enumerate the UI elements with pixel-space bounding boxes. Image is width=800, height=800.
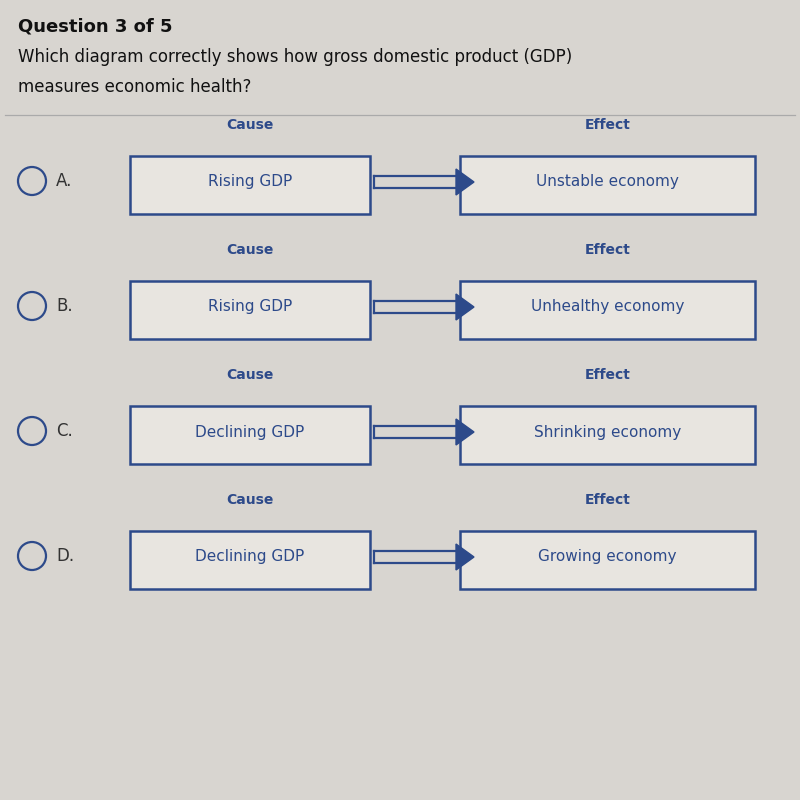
Text: D.: D. <box>56 547 74 565</box>
Text: Cause: Cause <box>226 118 274 132</box>
Text: Unstable economy: Unstable economy <box>536 174 679 190</box>
FancyBboxPatch shape <box>460 406 755 464</box>
Text: Effect: Effect <box>585 493 630 507</box>
Text: Effect: Effect <box>585 368 630 382</box>
Text: Question 3 of 5: Question 3 of 5 <box>18 18 173 36</box>
Text: C.: C. <box>56 422 73 440</box>
Text: Unhealthy economy: Unhealthy economy <box>531 299 684 314</box>
Text: Declining GDP: Declining GDP <box>195 550 305 565</box>
Polygon shape <box>456 294 474 320</box>
Text: Shrinking economy: Shrinking economy <box>534 425 681 439</box>
Text: Cause: Cause <box>226 243 274 257</box>
Text: measures economic health?: measures economic health? <box>18 78 251 96</box>
FancyBboxPatch shape <box>130 281 370 339</box>
Text: Which diagram correctly shows how gross domestic product (GDP): Which diagram correctly shows how gross … <box>18 48 572 66</box>
FancyBboxPatch shape <box>460 531 755 589</box>
FancyBboxPatch shape <box>130 156 370 214</box>
Text: Cause: Cause <box>226 368 274 382</box>
FancyBboxPatch shape <box>130 531 370 589</box>
Polygon shape <box>456 419 474 445</box>
Text: Rising GDP: Rising GDP <box>208 174 292 190</box>
FancyBboxPatch shape <box>460 156 755 214</box>
Polygon shape <box>456 544 474 570</box>
Text: A.: A. <box>56 172 72 190</box>
FancyBboxPatch shape <box>130 406 370 464</box>
Text: B.: B. <box>56 297 73 315</box>
FancyBboxPatch shape <box>460 281 755 339</box>
Text: Cause: Cause <box>226 493 274 507</box>
Text: Declining GDP: Declining GDP <box>195 425 305 439</box>
Text: Effect: Effect <box>585 243 630 257</box>
Text: Effect: Effect <box>585 118 630 132</box>
Polygon shape <box>456 169 474 195</box>
Text: Growing economy: Growing economy <box>538 550 677 565</box>
Text: Rising GDP: Rising GDP <box>208 299 292 314</box>
